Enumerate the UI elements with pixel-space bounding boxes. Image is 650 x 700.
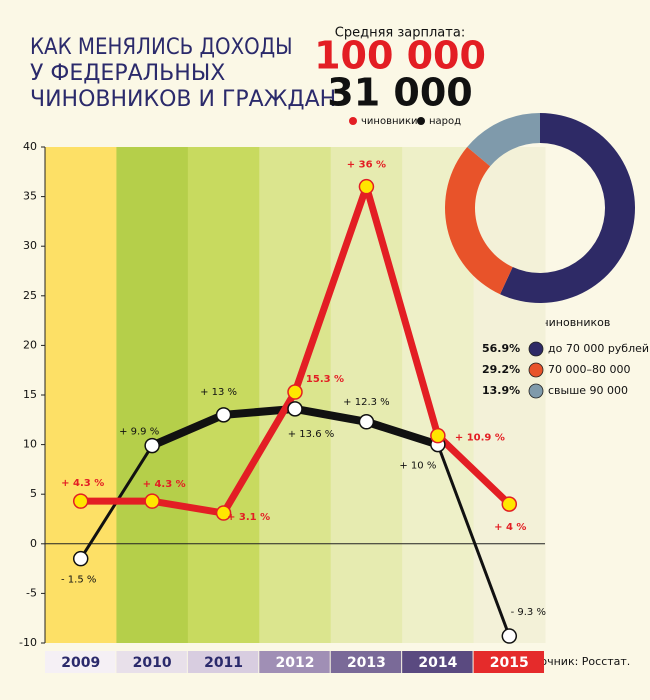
donut-label: до 70 000 рублей xyxy=(548,342,649,355)
y-tick-label: -5 xyxy=(26,586,37,599)
x-tick-label: 2013 xyxy=(347,655,386,671)
donut-segment xyxy=(444,146,513,295)
y-tick-label: 30 xyxy=(23,239,37,252)
point xyxy=(144,437,160,454)
y-tick-label: 0 xyxy=(30,537,37,550)
point xyxy=(430,427,446,444)
x-tick-label: 2010 xyxy=(133,655,172,671)
x-tick-label: 2009 xyxy=(61,655,100,671)
source: Источник: Росстат. xyxy=(520,655,631,668)
year-box xyxy=(473,651,545,673)
y-tick-label: -10 xyxy=(19,636,37,649)
value-label: + 13 % xyxy=(200,387,237,398)
year-column xyxy=(187,147,260,643)
donut-value-label: 56.9% xyxy=(482,342,520,355)
year-box xyxy=(330,651,402,673)
chart-title: КАК МЕНЯЛИСЬ ДОХОДЫ xyxy=(30,35,293,60)
point xyxy=(287,401,303,417)
value-label: + 12.3 % xyxy=(343,397,390,408)
y-tick-label: 15 xyxy=(23,388,37,401)
y-tick-label: 40 xyxy=(23,140,37,153)
value-label: + 10 % xyxy=(399,461,436,472)
legend-swatch xyxy=(417,117,425,125)
donut-value-label: 13.9% xyxy=(482,384,520,397)
point xyxy=(144,493,160,509)
donut-swatch xyxy=(528,362,544,378)
donut-segment xyxy=(467,113,540,167)
value-label: - 9.3 % xyxy=(511,607,546,618)
x-tick-label: 2014 xyxy=(418,655,457,671)
value-label: + 4.3 % xyxy=(143,479,186,490)
value-label: + 10.9 % xyxy=(455,433,505,444)
legend-swatch xyxy=(349,117,357,125)
chart-title: ЧИНОВНИКОВ И ГРАЖДАН xyxy=(30,87,336,112)
chart-title: У ФЕДЕРАЛЬНЫХ xyxy=(30,61,225,86)
y-tick-label: 5 xyxy=(30,487,37,500)
year-column xyxy=(45,147,117,643)
x-tick-label: 2011 xyxy=(204,655,243,671)
legend-label: народ xyxy=(429,116,461,127)
year-column xyxy=(330,147,403,643)
donut-segment xyxy=(500,113,635,303)
y-tick-label: 35 xyxy=(23,190,37,203)
average-officials: 100 000 xyxy=(314,34,486,78)
point xyxy=(358,178,375,195)
donut-label: свыше 90 000 xyxy=(548,384,628,397)
value-label: + 36 % xyxy=(347,160,386,171)
point xyxy=(358,414,375,430)
point xyxy=(215,407,232,423)
point xyxy=(72,550,89,567)
value-label: + 13.6 % xyxy=(288,429,335,440)
x-tick-label: 2012 xyxy=(276,655,315,671)
point xyxy=(501,628,518,644)
point xyxy=(287,384,303,400)
value-label: + 4.3 % xyxy=(61,478,104,489)
value-label: + 3.1 % xyxy=(227,512,270,523)
average-people: 31 000 xyxy=(327,71,472,115)
value-label: + 9.9 % xyxy=(119,427,159,438)
value-label: - 1.5 % xyxy=(61,575,96,586)
value-label: 15.3 % xyxy=(306,374,344,385)
value-label: + 4 % xyxy=(494,522,526,533)
year-box xyxy=(116,651,187,673)
y-tick-label: 25 xyxy=(23,289,37,302)
point xyxy=(215,505,232,521)
donut-swatch xyxy=(528,383,544,399)
x-tick-label: 2015 xyxy=(490,655,529,671)
donut-label: 70 000–80 000 xyxy=(548,363,630,376)
year-box xyxy=(187,651,259,673)
legend-label: чиновники xyxy=(361,116,418,127)
year-column xyxy=(116,147,189,643)
point xyxy=(72,493,89,509)
y-tick-label: 20 xyxy=(23,338,37,351)
point xyxy=(501,496,518,512)
subtitle: Средняя зарплата: xyxy=(335,26,465,41)
donut-swatch xyxy=(528,341,544,357)
year-box xyxy=(259,651,330,673)
year-box xyxy=(402,651,473,673)
year-box xyxy=(45,651,116,673)
donut-value-label: 29.2% xyxy=(482,363,520,376)
y-tick-label: 10 xyxy=(23,438,37,451)
